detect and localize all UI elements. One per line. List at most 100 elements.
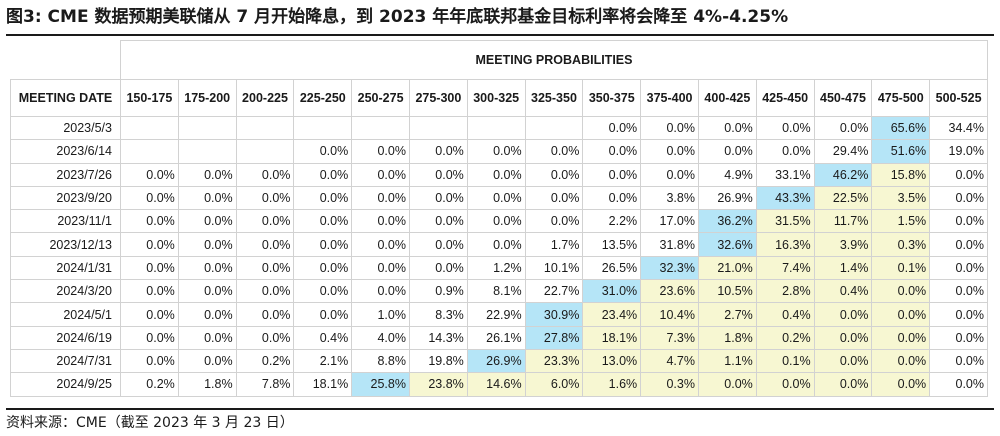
probability-cell: 16.3%	[755, 232, 815, 257]
probability-cell: 0.0%	[755, 372, 815, 397]
probability-cell: 0.0%	[640, 139, 699, 164]
probability-cell: 1.5%	[871, 209, 931, 234]
probability-cell: 0.0%	[871, 325, 931, 350]
probability-cell: 0.0%	[177, 255, 237, 281]
probability-cell: 2.1%	[293, 348, 353, 374]
probability-cell: 13.0%	[582, 348, 642, 374]
probability-cell: 15.8%	[871, 162, 931, 187]
table-row: 2023/7/26 0.0% 0.0% 0.0% 0.0% 0.0% 0.0% 0.0% 0.0…	[10, 162, 988, 187]
probability-cell: 17.0%	[640, 209, 699, 234]
probability-cell: 0.4%	[293, 325, 353, 350]
rate-range-header: 325-350	[524, 79, 584, 117]
probability-cell: 0.0%	[582, 139, 642, 164]
probability-cell	[235, 115, 295, 141]
probability-cell: 23.4%	[582, 302, 642, 327]
probability-cell: 31.8%	[640, 232, 699, 257]
probability-cell: 0.0%	[235, 302, 295, 327]
probability-cell: 0.0%	[466, 162, 526, 187]
probability-cell: 8.1%	[466, 279, 526, 304]
probability-cell: 0.4%	[813, 279, 873, 304]
probability-cell: 0.0%	[408, 209, 468, 234]
probability-cell: 0.0%	[293, 209, 353, 234]
probability-cell: 0.4%	[755, 302, 815, 327]
probability-cell: 22.7%	[524, 279, 584, 304]
probability-cell: 18.1%	[582, 325, 642, 350]
probability-cell: 31.0%	[582, 279, 642, 304]
probability-cell: 0.0%	[408, 232, 468, 257]
probability-cell: 0.0%	[293, 302, 353, 327]
probability-cell: 7.4%	[755, 255, 815, 281]
probability-cell: 0.9%	[408, 279, 468, 304]
probability-cell: 0.0%	[929, 209, 988, 234]
probability-cell: 0.0%	[120, 325, 179, 350]
probability-cell: 0.0%	[871, 372, 931, 397]
rate-range-header: 450-475	[813, 79, 873, 117]
probability-cell: 0.0%	[120, 162, 179, 187]
meeting-date-cell: 2023/7/26	[10, 162, 121, 187]
probability-cell: 10.1%	[524, 255, 584, 281]
rate-range-header: 400-425	[697, 79, 757, 117]
probability-cell: 26.5%	[582, 255, 642, 281]
probability-cell: 0.0%	[293, 232, 353, 257]
probability-cell: 11.7%	[813, 209, 873, 234]
probability-cell	[177, 139, 237, 164]
probability-table-container: MEETING PROBABILITIES MEETING DATE 150-1…	[10, 40, 988, 397]
probability-cell: 3.8%	[640, 185, 699, 211]
probability-cell: 1.0%	[351, 302, 410, 327]
probability-cell: 0.0%	[235, 232, 295, 257]
meeting-date-cell: 2023/9/20	[10, 185, 121, 211]
probability-cell: 6.0%	[524, 372, 584, 397]
probability-cell: 29.4%	[813, 139, 873, 164]
probability-cell: 0.0%	[640, 162, 699, 187]
probability-cell: 22.5%	[813, 185, 873, 211]
meeting-date-cell: 2024/3/20	[10, 279, 121, 304]
probability-cell: 0.2%	[235, 348, 295, 374]
probability-cell: 65.6%	[871, 115, 931, 141]
probability-cell	[524, 115, 584, 141]
probability-cell: 21.0%	[697, 255, 757, 281]
probability-cell: 0.0%	[235, 185, 295, 211]
rate-range-header: 175-200	[177, 79, 237, 117]
source-note: 资料来源：CME（截至 2023 年 3 月 23 日）	[6, 415, 294, 431]
rate-range-header: 350-375	[582, 79, 642, 117]
probability-cell: 0.0%	[871, 302, 931, 327]
probability-cell: 0.0%	[466, 232, 526, 257]
probability-cell: 0.0%	[929, 302, 988, 327]
probability-cell: 0.0%	[351, 209, 410, 234]
probability-cell: 0.0%	[929, 185, 988, 211]
probability-cell: 0.2%	[120, 372, 179, 397]
meeting-date-cell: 2024/6/19	[10, 325, 121, 350]
probability-cell: 0.0%	[697, 372, 757, 397]
probability-cell: 22.9%	[466, 302, 526, 327]
probability-cell: 0.0%	[929, 162, 988, 187]
probability-cell: 1.6%	[582, 372, 642, 397]
probability-cell: 0.0%	[929, 372, 988, 397]
rate-range-header: 500-525	[929, 79, 988, 117]
probability-cell: 14.3%	[408, 325, 468, 350]
probability-cell: 0.0%	[408, 255, 468, 281]
probability-cell	[120, 115, 179, 141]
probability-cell: 0.0%	[177, 209, 237, 234]
probability-cell: 2.7%	[697, 302, 757, 327]
table-row: 2024/3/20 0.0% 0.0% 0.0% 0.0% 0.0% 0.9% 8.1% 22.…	[10, 279, 988, 304]
probability-cell: 0.0%	[120, 348, 179, 374]
probability-cell: 0.3%	[640, 372, 699, 397]
probability-cell: 0.0%	[466, 185, 526, 211]
meeting-date-header: MEETING DATE	[10, 79, 121, 117]
probability-cell: 31.5%	[755, 209, 815, 234]
probability-cell: 7.3%	[640, 325, 699, 350]
probability-cell: 1.1%	[697, 348, 757, 374]
table-row: 2024/6/19 0.0% 0.0% 0.0% 0.4% 4.0% 14.3% 26.1% 2…	[10, 325, 988, 350]
probability-cell: 3.5%	[871, 185, 931, 211]
probability-cell: 8.8%	[351, 348, 410, 374]
table-row: 2024/7/31 0.0% 0.0% 0.2% 2.1% 8.8% 19.8% 26.9% 2…	[10, 348, 988, 374]
probability-cell: 1.4%	[813, 255, 873, 281]
rate-range-header: 375-400	[640, 79, 699, 117]
table-row: 2023/11/1 0.0% 0.0% 0.0% 0.0% 0.0% 0.0% 0.0% 0.0…	[10, 209, 988, 234]
probability-cell: 0.0%	[640, 115, 699, 141]
probability-cell: 0.0%	[408, 139, 468, 164]
probability-cell: 0.0%	[235, 325, 295, 350]
probability-cell: 33.1%	[755, 162, 815, 187]
probability-cell: 0.0%	[929, 348, 988, 374]
probability-cell: 0.0%	[524, 139, 584, 164]
